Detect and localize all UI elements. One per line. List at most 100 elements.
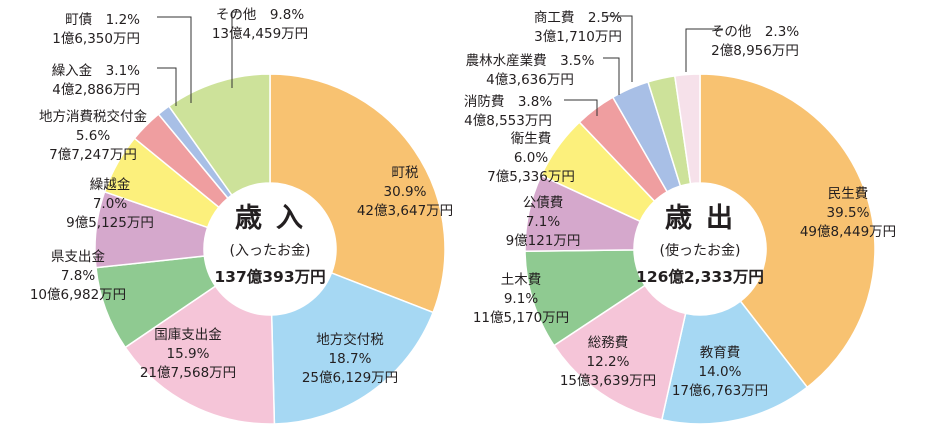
donut-slice [269, 73, 446, 314]
slice-name: 衛生費 [511, 131, 552, 147]
slice-name: 地方交付税 [316, 331, 384, 348]
slice-label: 総務費 12.2% 15億3,639万円 [560, 335, 656, 389]
slice-label: 消防費 3.8% 4億8,553万円 [464, 94, 552, 129]
slice-amount: 1億6,350万円 [52, 31, 140, 47]
donut-center: 歳出 (使ったお金) 126億2,333万円 [636, 203, 764, 286]
center-subtitle: (使ったお金) [660, 242, 741, 259]
donut-slice [124, 285, 276, 425]
slice-amount: 49億8,449万円 [800, 224, 896, 240]
slice-label: 地方消費税交付金 5.6% 7億7,247万円 [39, 108, 147, 163]
slice-name: 町税 [392, 165, 419, 181]
slice-percent: 15.9% [167, 346, 210, 362]
slice-name: その他 2.3% [711, 24, 799, 40]
slice-name: 農林水産業費 3.5% [466, 53, 595, 69]
slice-label: 商工費 2.5% 3億1,710万円 [534, 10, 622, 45]
slice-percent: 7.8% [61, 268, 95, 284]
donut-slices [94, 73, 446, 425]
slice-name: 民生費 [828, 186, 869, 202]
slice-label: 地方交付税 18.7% 25億6,129万円 [302, 331, 398, 386]
slice-amount: 4億3,636万円 [486, 72, 574, 88]
donut-slices [524, 73, 876, 425]
donut-slice [167, 73, 271, 197]
donut-slice [673, 73, 701, 185]
slice-label: 国庫支出金 15.9% 21億7,568万円 [140, 327, 236, 381]
slice-label: 町債 1.2% 1億6,350万円 [52, 12, 140, 47]
leader-line [685, 28, 723, 72]
slice-percent: 18.7% [329, 351, 372, 367]
slice-label: その他 2.3% 2億8,956万円 [711, 24, 799, 59]
slice-label: 教育費 14.0% 17億6,763万円 [672, 345, 768, 399]
slice-percent: 5.6% [76, 128, 110, 144]
slice-name: 公債費 [523, 195, 564, 211]
slice-label: 土木費 9.1% 11億5,170万円 [473, 272, 569, 326]
slice-percent: 39.5% [827, 205, 870, 221]
slice-amount: 2億8,956万円 [711, 43, 799, 59]
slice-label: 農林水産業費 3.5% 4億3,636万円 [466, 53, 595, 88]
slice-name: 国庫支出金 [154, 327, 222, 343]
slice-name: 土木費 [501, 272, 542, 288]
slice-amount: 4億8,553万円 [464, 113, 552, 129]
slice-name: 商工費 2.5% [534, 10, 622, 26]
slice-label: 繰入金 3.1% 4億2,886万円 [52, 63, 140, 98]
leader-line [606, 15, 633, 82]
slice-percent: 6.0% [514, 150, 548, 166]
slice-label: 公債費 7.1% 9億121万円 [506, 195, 581, 249]
slice-percent: 30.9% [384, 184, 427, 200]
slice-percent: 12.2% [587, 354, 630, 370]
slice-amount: 15億3,639万円 [560, 373, 656, 389]
slice-name: 繰越金 [90, 177, 131, 193]
slice-amount: 21億7,568万円 [140, 365, 236, 381]
slice-amount: 25億6,129万円 [302, 370, 398, 386]
slice-percent: 14.0% [699, 364, 742, 380]
slice-name: 消防費 3.8% [464, 94, 552, 110]
leader-line [157, 16, 192, 103]
slice-label: 衛生費 6.0% 7億5,336万円 [487, 131, 575, 185]
slice-percent: 7.0% [93, 196, 127, 212]
slice-name: 県支出金 [51, 249, 105, 265]
leader-line [157, 67, 177, 106]
slice-amount: 10億6,982万円 [30, 287, 126, 303]
center-total: 137億393万円 [214, 267, 325, 286]
slice-percent: 9.1% [504, 291, 538, 307]
slice-name: 教育費 [700, 345, 741, 361]
slice-percent: 7.1% [526, 214, 560, 230]
slice-amount: 13億4,459万円 [212, 26, 308, 42]
leader-lines [157, 11, 240, 106]
slice-label: 県支出金 7.8% 10億6,982万円 [30, 249, 126, 303]
slice-amount: 11億5,170万円 [473, 310, 569, 326]
slice-name: 地方消費税交付金 [39, 108, 147, 125]
center-title: 歳入 [235, 203, 317, 234]
donut-slice [270, 271, 435, 425]
donut-slice [660, 300, 809, 425]
slice-label: 民生費 39.5% 49億8,449万円 [800, 186, 896, 240]
leader-line [231, 11, 240, 88]
slice-label: 繰越金 7.0% 9億5,125万円 [66, 177, 154, 231]
leader-line [603, 57, 620, 95]
slice-amount: 7億5,336万円 [487, 169, 575, 185]
slice-name: 繰入金 3.1% [52, 63, 140, 79]
slice-amount: 17億6,763万円 [672, 383, 768, 399]
slice-name: 町債 1.2% [65, 12, 140, 28]
slice-name: 総務費 [588, 335, 629, 351]
slice-amount: 42億3,647万円 [357, 203, 453, 219]
slice-amount: 9億121万円 [506, 233, 581, 249]
leader-lines [564, 15, 723, 116]
slice-amount: 9億5,125万円 [66, 215, 154, 231]
center-subtitle: (入ったお金) [230, 243, 311, 259]
donut-slice [552, 284, 687, 421]
center-title: 歳出 [665, 203, 747, 234]
donut-center: 歳入 (入ったお金) 137億393万円 [214, 203, 325, 286]
slice-amount: 3億1,710万円 [534, 29, 622, 45]
center-total: 126億2,333万円 [636, 267, 764, 286]
slice-amount: 7億7,247万円 [49, 147, 137, 163]
leader-line [564, 99, 598, 116]
slice-amount: 4億2,886万円 [52, 82, 140, 98]
slice-label: 町税 30.9% 42億3,647万円 [357, 165, 453, 219]
slice-label: その他 9.8% 13億4,459万円 [212, 7, 308, 42]
donut-slice [699, 73, 876, 389]
